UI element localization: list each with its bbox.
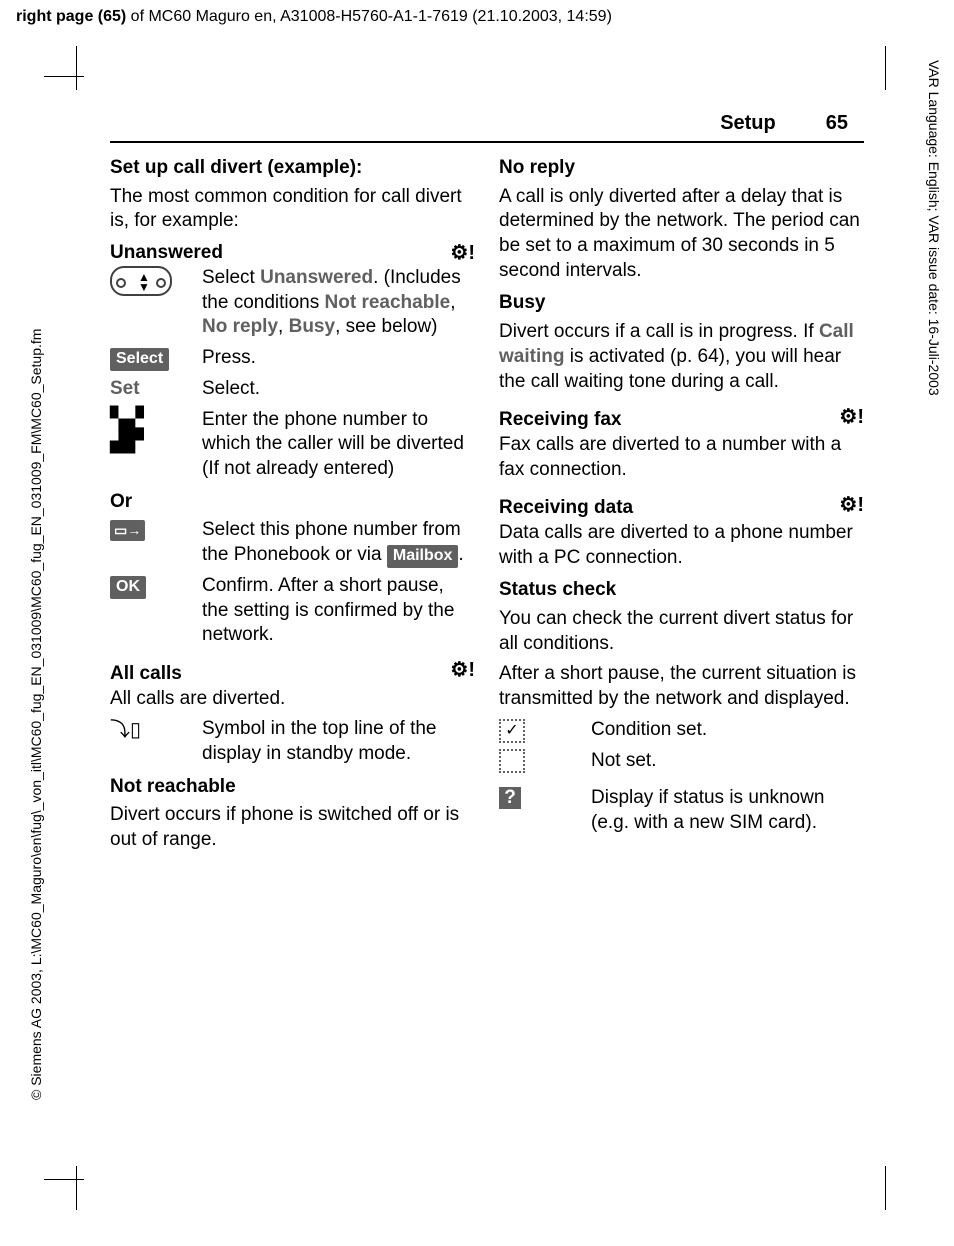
crop-mark <box>44 76 84 77</box>
check-icon: ✓ <box>499 719 525 743</box>
para-common: The most common condition for call diver… <box>110 185 475 234</box>
para-status1: You can check the current divert status … <box>499 607 864 656</box>
top-header-bold: right page (65) <box>16 8 126 25</box>
heading-busy: Busy <box>499 291 864 316</box>
step-set-text: Select. <box>202 377 475 402</box>
para-notreachable: Divert occurs if phone is switched off o… <box>110 803 475 852</box>
crop-mark <box>885 1166 886 1210</box>
status-icon-unknown: ? <box>499 786 591 835</box>
step-keypad: ▚▞▟▛ Enter the phone number to which the… <box>110 408 475 482</box>
step-set: Set Select. <box>110 377 475 402</box>
nav-key-icon: ▲▼ <box>110 266 202 340</box>
step-divert-symbol: ⤵▯ Symbol in the top line of the display… <box>110 717 475 766</box>
top-header-rest: of MC60 Maguro en, A31008-H5760-A1-1-761… <box>126 8 612 25</box>
divert-symbol-icon: ⤵▯ <box>110 717 202 766</box>
status-text-unknown: Display if status is unknown (e.g. with … <box>591 786 864 835</box>
status-row-set: ✓ Condition set. <box>499 718 864 743</box>
heading-status: Status check <box>499 578 864 603</box>
heading-setup-divert: Set up call divert (example): <box>110 156 475 181</box>
status-icon-notset <box>499 749 591 781</box>
page-header: Setup 65 <box>110 112 864 143</box>
network-icon: ⚙! <box>450 657 475 683</box>
t: , <box>278 316 289 337</box>
status-text-set: Condition set. <box>591 718 864 743</box>
softkey-mailbox: Mailbox <box>387 545 459 568</box>
ok-softkey-icon: OK <box>110 574 202 648</box>
status-row-notset: Not set. <box>499 749 864 781</box>
t: , <box>450 292 455 313</box>
crop-mark <box>44 1179 84 1180</box>
left-column: Set up call divert (example): The most c… <box>110 156 475 859</box>
para-busy: Divert occurs if a call is in progress. … <box>499 320 864 394</box>
step-ok: OK Confirm. After a short pause, the set… <box>110 574 475 648</box>
bold-noreply: No reply <box>202 316 278 337</box>
page-number: 65 <box>826 112 848 135</box>
content: Set up call divert (example): The most c… <box>110 156 864 859</box>
para-data: Data calls are diverted to a phone numbe… <box>499 521 864 570</box>
step-phonebook-text: Select this phone number from the Phoneb… <box>202 518 475 567</box>
status-icon-set: ✓ <box>499 718 591 743</box>
network-icon: ⚙! <box>839 404 864 430</box>
step-phonebook: ▭→ Select this phone number from the Pho… <box>110 518 475 567</box>
bold-busy: Busy <box>289 316 335 337</box>
heading-data: Receiving data <box>499 496 633 521</box>
t: , see below) <box>335 316 437 337</box>
heading-fax-row: Receiving fax ⚙! <box>499 400 864 433</box>
step-select-text: Press. <box>202 346 475 371</box>
step-keypad-text: Enter the phone number to which the call… <box>202 408 475 482</box>
heading-unanswered: Unanswered <box>110 241 223 266</box>
page-section: Setup <box>720 112 776 135</box>
t: Divert occurs if a call is in progress. … <box>499 321 819 342</box>
heading-allcalls: All calls <box>110 662 182 687</box>
heading-data-row: Receiving data ⚙! <box>499 488 864 521</box>
softkey-ok: OK <box>110 576 146 599</box>
step-nav: ▲▼ Select Unanswered. (Includes the cond… <box>110 266 475 340</box>
heading-or: Or <box>110 490 475 515</box>
para-fax: Fax calls are diverted to a number with … <box>499 433 864 482</box>
heading-fax: Receiving fax <box>499 408 622 433</box>
top-header: right page (65) of MC60 Maguro en, A3100… <box>16 8 612 26</box>
status-row-unknown: ? Display if status is unknown (e.g. wit… <box>499 786 864 835</box>
set-label: Set <box>110 377 202 402</box>
crop-mark <box>76 1166 77 1210</box>
side-text-left: © Siemens AG 2003, L:\MC60_Maguro\en\fug… <box>28 329 44 1100</box>
side-text-right: VAR Language: English; VAR issue date: 1… <box>926 60 942 396</box>
para-noreply: A call is only diverted after a delay th… <box>499 185 864 284</box>
heading-allcalls-row: All calls ⚙! <box>110 654 475 687</box>
network-icon: ⚙! <box>450 240 475 266</box>
step-select: Select Press. <box>110 346 475 371</box>
right-column: No reply A call is only diverted after a… <box>499 156 864 859</box>
bold-notreachable: Not reachable <box>325 292 451 313</box>
step-nav-text: Select Unanswered. (Includes the conditi… <box>202 266 475 340</box>
crop-mark <box>885 46 886 90</box>
question-icon: ? <box>499 787 521 809</box>
t: . <box>458 544 463 565</box>
t: Select <box>202 267 260 288</box>
para-status2: After a short pause, the current situati… <box>499 662 864 711</box>
softkey-select: Select <box>110 348 169 371</box>
heading-notreachable: Not reachable <box>110 775 475 800</box>
select-softkey-icon: Select <box>110 346 202 371</box>
network-icon: ⚙! <box>839 492 864 518</box>
step-divert-text: Symbol in the top line of the display in… <box>202 717 475 766</box>
phonebook-icon: ▭→ <box>110 518 202 567</box>
para-allcalls: All calls are diverted. <box>110 687 475 712</box>
heading-unanswered-row: Unanswered ⚙! <box>110 240 475 266</box>
bold-unanswered: Unanswered <box>260 267 373 288</box>
crop-mark <box>76 46 77 90</box>
status-text-notset: Not set. <box>591 749 864 781</box>
step-ok-text: Confirm. After a short pause, the settin… <box>202 574 475 648</box>
heading-noreply: No reply <box>499 156 864 181</box>
keypad-icon: ▚▞▟▛ <box>110 408 202 482</box>
